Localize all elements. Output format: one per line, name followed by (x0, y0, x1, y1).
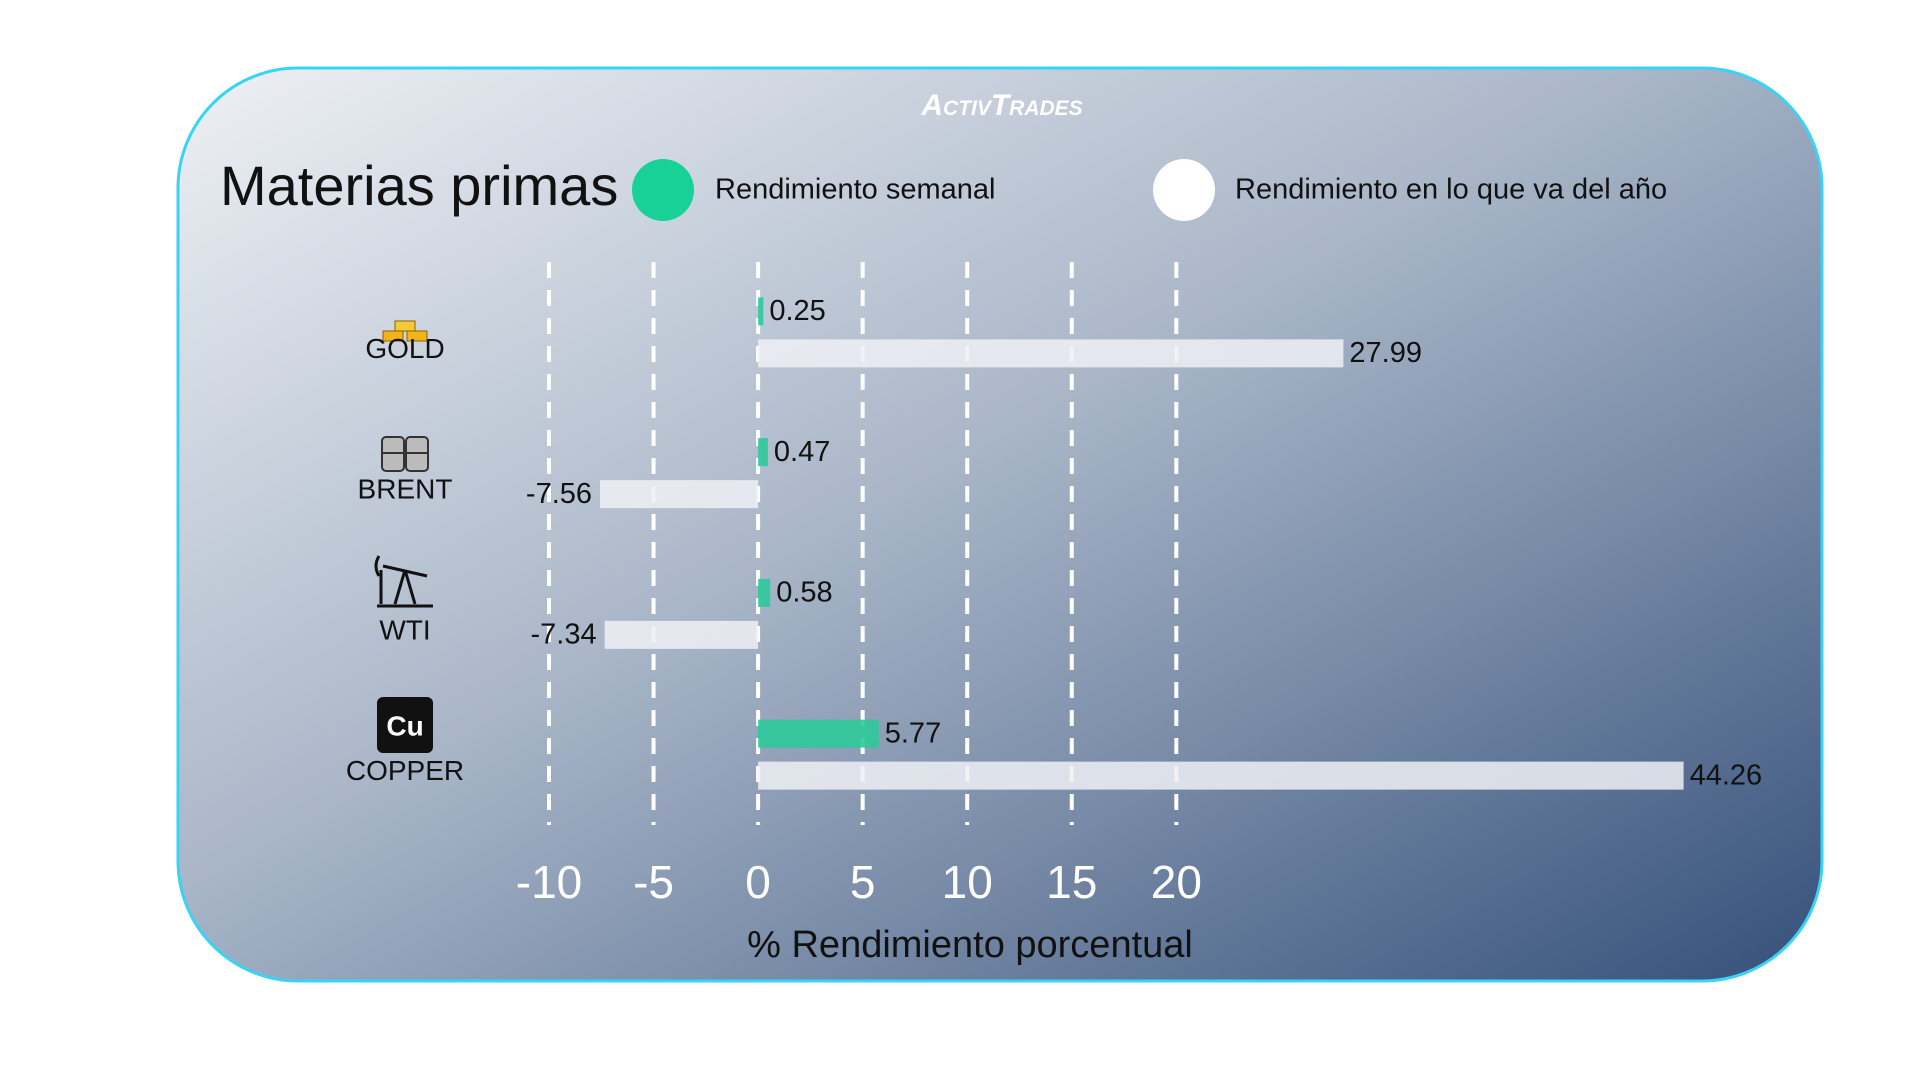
gold-icon (382, 320, 428, 342)
data-label: 0.47 (774, 436, 830, 468)
legend-label: Rendimiento en lo que va del año (1235, 174, 1667, 206)
bar (758, 761, 1684, 790)
legend-swatch (1153, 159, 1215, 221)
chart-title: Materias primas (220, 154, 618, 217)
x-tick-label: 5 (850, 856, 876, 908)
logo: ActivTrades (920, 89, 1082, 122)
data-label: 0.58 (776, 577, 832, 609)
x-tick-label: -10 (516, 856, 582, 908)
legend-label: Rendimiento semanal (715, 174, 995, 206)
bar (758, 339, 1344, 368)
x-axis-label: % Rendimiento porcentual (747, 924, 1193, 966)
brent-icon (381, 436, 429, 472)
x-tick-label: -5 (633, 856, 674, 908)
wti-icon (374, 555, 433, 608)
bar (758, 578, 771, 607)
bar (758, 297, 764, 326)
bar (600, 480, 759, 509)
legend-swatch (632, 159, 694, 221)
category-label: BRENT (358, 474, 453, 505)
data-label: 5.77 (885, 717, 941, 749)
x-tick-label: 20 (1151, 856, 1202, 908)
x-tick-label: 10 (942, 856, 993, 908)
copper-icon: Cu (377, 697, 433, 753)
svg-text:Cu: Cu (386, 710, 423, 741)
data-label: -7.56 (526, 478, 592, 510)
category-label: COPPER (346, 755, 464, 786)
x-tick-label: 15 (1046, 856, 1097, 908)
category-label: WTI (379, 614, 430, 645)
data-label: -7.34 (531, 619, 597, 651)
data-label: 0.25 (769, 295, 825, 327)
card (176, 66, 1824, 983)
category-label: GOLD (365, 333, 444, 364)
x-tick-label: 0 (745, 856, 771, 908)
data-label: 27.99 (1349, 337, 1422, 369)
data-label: 44.26 (1690, 759, 1763, 791)
bar (604, 620, 759, 649)
bar (758, 438, 768, 467)
bar (758, 719, 879, 748)
